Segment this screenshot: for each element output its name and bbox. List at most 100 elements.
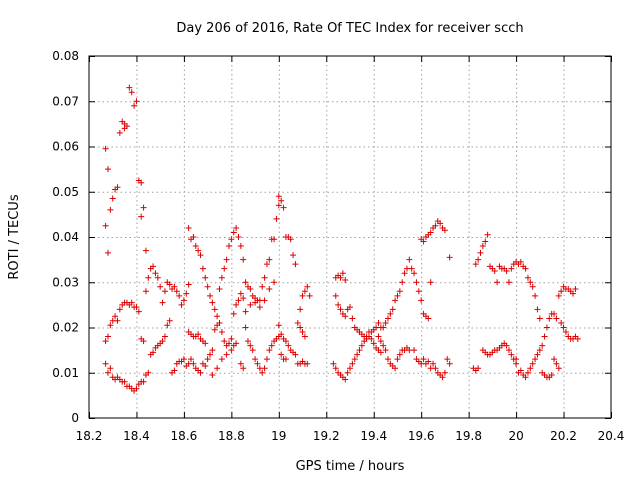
data-point <box>505 347 512 354</box>
data-point <box>252 299 259 306</box>
data-point <box>102 145 109 152</box>
data-point <box>375 319 382 326</box>
data-point <box>534 306 541 313</box>
data-point <box>335 301 342 308</box>
data-point <box>152 270 159 277</box>
data-point <box>546 315 553 322</box>
data-point <box>237 290 244 297</box>
data-point <box>207 351 214 358</box>
data-point <box>387 310 394 317</box>
data-point <box>128 89 135 96</box>
data-point <box>121 378 128 385</box>
data-point <box>199 265 206 272</box>
data-point <box>541 333 548 340</box>
data-point <box>133 385 140 392</box>
data-point <box>420 238 427 245</box>
data-point <box>553 360 560 367</box>
data-point <box>171 367 178 374</box>
data-point <box>437 220 444 227</box>
data-point <box>145 274 152 281</box>
data-point <box>216 319 223 326</box>
data-point <box>420 356 427 363</box>
data-point <box>543 324 550 331</box>
data-point <box>508 351 515 358</box>
data-point <box>164 322 171 329</box>
data-point <box>230 310 237 317</box>
data-point <box>503 342 510 349</box>
data-point <box>261 365 268 372</box>
x-tick-label: 18.6 <box>171 429 198 443</box>
data-point <box>204 356 211 363</box>
data-point <box>150 349 157 356</box>
data-point <box>271 236 278 243</box>
data-point <box>266 286 273 293</box>
data-point <box>306 292 313 299</box>
data-point <box>534 351 541 358</box>
data-point <box>233 301 240 308</box>
data-point <box>171 283 178 290</box>
data-point <box>259 369 266 376</box>
data-point <box>259 283 266 290</box>
data-point <box>244 338 251 345</box>
data-point <box>159 299 166 306</box>
data-point <box>202 362 209 369</box>
data-point <box>399 279 406 286</box>
data-point <box>562 329 569 336</box>
data-point <box>524 274 531 281</box>
data-point <box>138 213 145 220</box>
data-point <box>154 274 161 281</box>
data-point <box>522 265 529 272</box>
data-point <box>285 342 292 349</box>
data-point <box>430 360 437 367</box>
data-point <box>116 306 123 313</box>
data-point <box>185 281 192 288</box>
data-point <box>145 369 152 376</box>
data-point <box>223 256 230 263</box>
data-point <box>218 274 225 281</box>
data-point <box>572 286 579 293</box>
data-point <box>282 356 289 363</box>
data-point <box>247 301 254 308</box>
data-point <box>425 358 432 365</box>
data-point <box>342 276 349 283</box>
data-point <box>574 335 581 342</box>
data-point <box>441 227 448 234</box>
data-point <box>482 238 489 245</box>
data-point <box>140 338 147 345</box>
data-point <box>491 267 498 274</box>
data-point <box>202 340 209 347</box>
data-point <box>211 306 218 313</box>
data-point <box>555 292 562 299</box>
data-point <box>114 317 121 324</box>
data-point <box>254 360 261 367</box>
data-point <box>228 347 235 354</box>
data-point <box>370 340 377 347</box>
data-point <box>188 356 195 363</box>
data-point <box>209 347 216 354</box>
data-point <box>278 351 285 358</box>
data-point <box>392 297 399 304</box>
data-point <box>228 236 235 243</box>
data-point <box>529 360 536 367</box>
data-point <box>427 279 434 286</box>
data-point <box>396 351 403 358</box>
data-point <box>104 249 111 256</box>
data-point <box>161 288 168 295</box>
data-point <box>150 263 157 270</box>
data-point <box>555 365 562 372</box>
data-point <box>197 369 204 376</box>
data-point <box>432 365 439 372</box>
data-point <box>107 322 114 329</box>
data-point <box>237 360 244 367</box>
data-point <box>195 247 202 254</box>
data-point <box>133 304 140 311</box>
data-point <box>204 283 211 290</box>
data-point <box>140 204 147 211</box>
x-tick-label: 18.4 <box>123 429 150 443</box>
data-point <box>522 374 529 381</box>
data-point <box>337 306 344 313</box>
data-point <box>266 347 273 354</box>
data-point <box>116 129 123 136</box>
data-point <box>142 288 149 295</box>
data-point <box>380 342 387 349</box>
